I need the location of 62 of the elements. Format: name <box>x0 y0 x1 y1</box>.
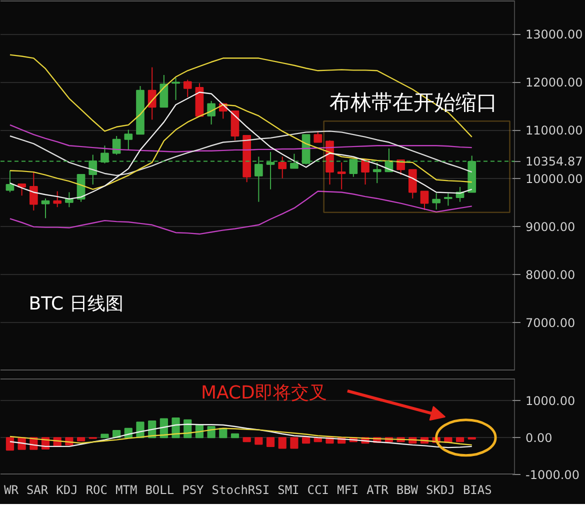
ref-line-label: 10354.87 <box>526 154 583 169</box>
y-tick-label: -1000.00 <box>526 468 580 482</box>
text: WR <box>3 482 20 499</box>
y-tick-label: 12000.00 <box>526 76 583 90</box>
y-tick-label: 9000.00 <box>526 220 576 234</box>
bar <box>76 437 86 442</box>
text: PSY <box>181 482 205 499</box>
text: SMI <box>276 482 300 499</box>
bar <box>6 437 14 451</box>
y-tick-label: 1000.00 <box>526 394 576 408</box>
line-series <box>9 124 472 152</box>
y-tick-label: 11000.00 <box>526 124 583 138</box>
candlestick <box>314 130 322 143</box>
text: StochRSI <box>210 482 271 499</box>
candlestick <box>53 190 62 208</box>
bar <box>266 437 275 447</box>
text: ATR <box>366 482 390 499</box>
candlestick <box>18 184 26 196</box>
bar <box>302 437 310 444</box>
candlestick <box>207 100 216 125</box>
candlestick <box>420 190 429 211</box>
candlestick <box>408 169 417 199</box>
annotation: BTC 日线图 <box>28 293 124 314</box>
line-series <box>9 424 472 448</box>
candlestick <box>432 192 441 210</box>
bar <box>456 437 464 442</box>
y-tick-label: 0.00 <box>526 431 552 446</box>
text: BIAS <box>462 482 493 499</box>
candlestick <box>6 170 14 193</box>
y-tick-label: 13000.00 <box>526 28 583 42</box>
bar <box>278 437 286 449</box>
text: SAR <box>25 482 50 499</box>
text: BOLL <box>144 482 176 499</box>
candlestick <box>172 77 180 100</box>
annotation: 布林带在开始缩口 <box>329 90 498 114</box>
candlestick <box>337 162 346 190</box>
bar <box>254 437 263 445</box>
candlestick <box>148 66 156 120</box>
candlestick <box>278 156 287 179</box>
text: SKDJ <box>425 482 456 499</box>
candlestick <box>41 198 50 219</box>
text: MTM <box>114 482 138 499</box>
candlestick <box>444 192 452 206</box>
candlestick <box>124 129 133 150</box>
annotation: MACD即将交叉 <box>200 382 327 404</box>
y-tick-label: 7000.00 <box>526 316 576 330</box>
bar <box>230 433 240 438</box>
y-tick-label: 10000.00 <box>526 172 583 186</box>
text: CCI <box>306 482 330 499</box>
text: BBW <box>395 482 420 499</box>
bar <box>100 434 109 438</box>
text: ROC <box>84 482 109 499</box>
bar <box>290 437 298 449</box>
candlestick <box>29 172 38 211</box>
line-series <box>9 190 472 235</box>
bar <box>242 437 251 442</box>
text: KDJ <box>55 482 79 499</box>
candlestick <box>183 79 192 98</box>
text: MFI <box>336 482 360 499</box>
candlestick <box>372 162 382 184</box>
y-tick-label: 8000.00 <box>526 268 576 282</box>
line-series <box>9 428 472 446</box>
